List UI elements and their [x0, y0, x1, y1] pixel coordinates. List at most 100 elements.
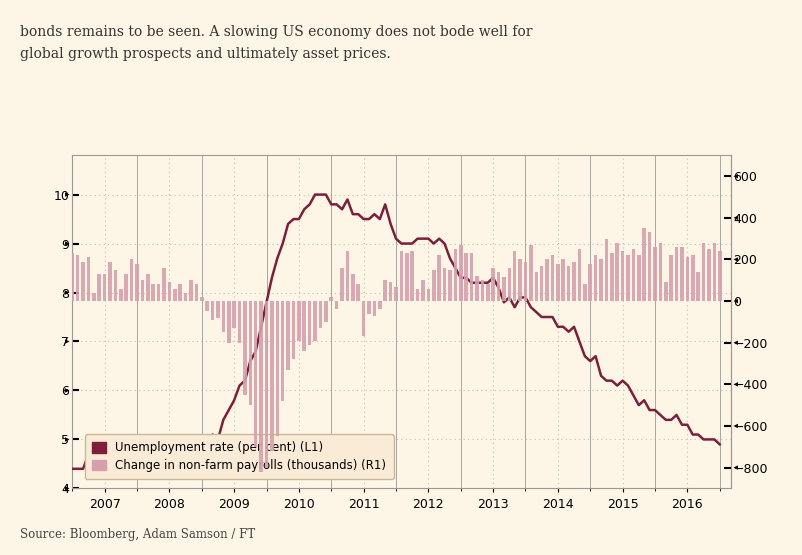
Bar — [152, 284, 155, 301]
Bar — [593, 255, 597, 301]
Bar — [410, 251, 414, 301]
Bar — [324, 301, 327, 322]
Bar — [249, 301, 252, 405]
Bar — [534, 272, 537, 301]
Bar — [114, 270, 117, 301]
Bar — [480, 280, 484, 301]
Bar — [259, 301, 262, 472]
Bar — [378, 301, 381, 310]
Bar — [582, 284, 586, 301]
Text: bonds remains to be seen. A slowing US economy does not bode well for: bonds remains to be seen. A slowing US e… — [20, 25, 532, 39]
Bar — [464, 253, 468, 301]
Bar — [626, 255, 629, 301]
Bar — [539, 266, 543, 301]
Bar — [485, 284, 489, 301]
Bar — [588, 264, 591, 301]
Bar — [168, 282, 171, 301]
Bar — [426, 289, 430, 301]
Bar — [399, 251, 403, 301]
Bar — [135, 264, 139, 301]
Bar — [232, 301, 236, 328]
Bar — [75, 255, 79, 301]
Bar — [415, 289, 419, 301]
Bar — [356, 284, 359, 301]
Bar — [221, 301, 225, 332]
Bar — [421, 280, 424, 301]
Bar — [265, 301, 268, 467]
Bar — [642, 228, 645, 301]
Bar — [345, 251, 349, 301]
Bar — [291, 301, 295, 360]
Bar — [269, 301, 273, 451]
Bar — [329, 297, 333, 301]
Bar — [367, 301, 371, 314]
Bar — [610, 253, 613, 301]
Bar — [707, 249, 710, 301]
Text: Source: Bloomberg, Adam Samson / FT: Source: Bloomberg, Adam Samson / FT — [20, 528, 255, 541]
Bar — [362, 301, 365, 336]
Bar — [211, 301, 214, 320]
Bar — [205, 301, 209, 311]
Bar — [491, 268, 494, 301]
Bar — [372, 301, 376, 316]
Bar — [200, 297, 203, 301]
Bar — [146, 274, 149, 301]
Bar — [253, 301, 257, 447]
Bar — [577, 249, 581, 301]
Bar — [572, 261, 575, 301]
Bar — [561, 259, 565, 301]
Bar — [501, 277, 505, 301]
Bar — [81, 261, 85, 301]
Bar — [679, 247, 683, 301]
Bar — [620, 251, 624, 301]
Bar — [496, 272, 500, 301]
Bar — [523, 261, 527, 301]
Bar — [108, 261, 111, 301]
Bar — [550, 255, 553, 301]
Bar — [184, 293, 187, 301]
Bar — [669, 255, 672, 301]
Bar — [318, 301, 322, 328]
Bar — [103, 274, 107, 301]
Bar — [313, 301, 317, 341]
Bar — [636, 255, 640, 301]
Bar — [227, 301, 230, 342]
Bar — [647, 233, 650, 301]
Bar — [281, 301, 284, 401]
Bar — [663, 282, 666, 301]
Bar — [140, 280, 144, 301]
Bar — [340, 268, 343, 301]
Bar — [194, 284, 198, 301]
Bar — [448, 270, 452, 301]
Bar — [701, 243, 704, 301]
Bar — [388, 282, 392, 301]
Bar — [674, 247, 678, 301]
Bar — [92, 293, 95, 301]
Bar — [216, 301, 220, 317]
Bar — [307, 301, 311, 345]
Bar — [453, 249, 456, 301]
Bar — [529, 245, 532, 301]
Bar — [189, 280, 192, 301]
Bar — [685, 258, 688, 301]
Bar — [690, 255, 694, 301]
Bar — [695, 272, 699, 301]
Bar — [243, 301, 246, 395]
Bar — [286, 301, 290, 370]
Bar — [658, 243, 662, 301]
Bar — [404, 253, 408, 301]
Bar — [652, 247, 656, 301]
Bar — [394, 286, 397, 301]
Legend: Unemployment rate (per cent) (L1), Change in non-farm payrolls (thousands) (R1): Unemployment rate (per cent) (L1), Chang… — [85, 434, 393, 479]
Bar — [631, 249, 634, 301]
Bar — [178, 284, 182, 301]
Bar — [556, 264, 559, 301]
Bar — [512, 251, 516, 301]
Bar — [119, 289, 123, 301]
Bar — [275, 301, 279, 436]
Bar — [598, 259, 602, 301]
Text: global growth prospects and ultimately asset prices.: global growth prospects and ultimately a… — [20, 47, 391, 61]
Bar — [614, 243, 618, 301]
Bar — [545, 259, 548, 301]
Bar — [604, 239, 607, 301]
